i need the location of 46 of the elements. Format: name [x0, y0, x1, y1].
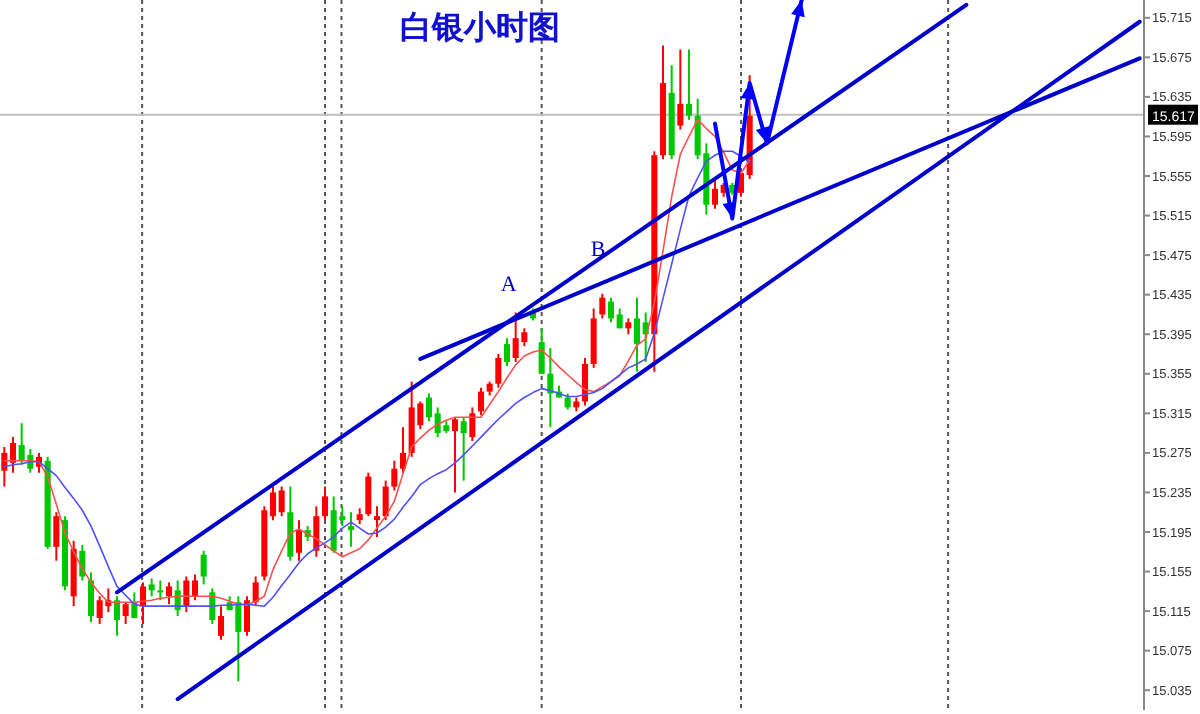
candlestick	[434, 406, 441, 439]
candlestick	[599, 292, 606, 320]
candlestick	[9, 436, 17, 474]
candlestick	[70, 539, 77, 608]
chart-title: 白银小时图	[400, 8, 560, 46]
candlestick	[677, 48, 684, 131]
candlestick	[287, 485, 294, 562]
candlestick	[590, 307, 597, 369]
candlestick	[391, 459, 398, 492]
candlestick	[373, 505, 381, 538]
annotation: B	[590, 237, 606, 262]
candlestick	[711, 177, 719, 210]
candlestick	[113, 595, 121, 637]
candlestick	[460, 416, 467, 482]
candlestick	[53, 511, 60, 562]
candlestick	[547, 347, 554, 429]
candlestick	[408, 380, 415, 458]
candlestick	[477, 386, 485, 417]
candlestick	[451, 416, 459, 494]
candlestick	[157, 579, 164, 602]
candlestick	[503, 337, 511, 367]
candlestick	[399, 426, 407, 474]
candlestick	[278, 485, 285, 518]
annotation: A	[500, 273, 517, 298]
candlestick	[321, 485, 329, 522]
candlestick	[495, 353, 502, 389]
candlestick	[295, 519, 303, 562]
candlestick	[122, 601, 129, 625]
candlestick	[512, 311, 519, 363]
candlestick	[330, 495, 337, 554]
candlestick	[382, 479, 389, 522]
candlestick	[469, 406, 476, 443]
candlestick	[87, 571, 95, 623]
candlestick	[96, 595, 103, 625]
candlestick	[607, 296, 615, 324]
candlestick	[165, 581, 173, 606]
candlestick	[200, 549, 207, 586]
candlestick	[18, 422, 25, 466]
candlestick	[191, 573, 199, 602]
candlestick	[347, 511, 355, 548]
candlestick	[235, 595, 242, 683]
candlestick	[365, 471, 372, 518]
candlestick	[633, 296, 641, 373]
candlestick	[685, 48, 693, 121]
candlestick	[538, 327, 545, 375]
candlestick	[217, 605, 225, 641]
